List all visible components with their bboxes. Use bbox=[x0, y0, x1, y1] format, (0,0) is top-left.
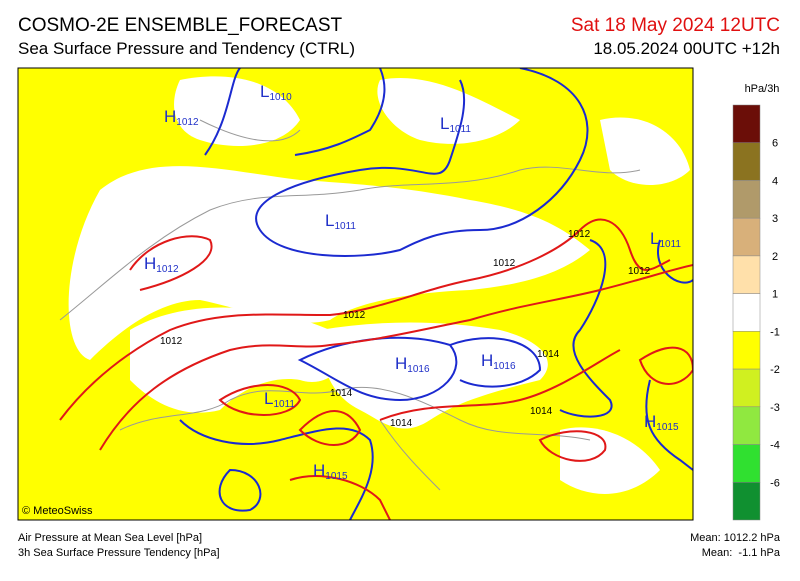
isobar-label: 1012 bbox=[343, 310, 366, 321]
title: COSMO-2E ENSEMBLE_FORECAST bbox=[18, 15, 343, 36]
pressure-center: L1011 bbox=[440, 114, 471, 135]
colorbar-swatch bbox=[732, 180, 761, 219]
pressure-center: L1011 bbox=[325, 211, 356, 232]
pressure-center: H1015 bbox=[644, 412, 679, 433]
isobar-label: 1012 bbox=[160, 336, 183, 347]
colorbar-swatch bbox=[732, 482, 761, 521]
pressure-center: L1011 bbox=[264, 389, 295, 410]
colorbar-swatch bbox=[732, 368, 761, 408]
colorbar-label: -4 bbox=[770, 440, 780, 452]
pressure-center: H1012 bbox=[164, 107, 199, 128]
pressure-center: H1015 bbox=[313, 461, 348, 482]
colorbar: hPa/3h 6 4 3 2 1 -1 -2 -3 -4 -6 bbox=[732, 83, 780, 521]
pressure-center: H1012 bbox=[144, 254, 179, 275]
colorbar-label: 2 bbox=[772, 251, 778, 263]
colorbar-label: -6 bbox=[770, 477, 780, 489]
colorbar-swatch bbox=[732, 255, 761, 294]
colorbar-label: -3 bbox=[770, 402, 780, 414]
footer-line: Air Pressure at Mean Sea Level [hPa] bbox=[18, 532, 202, 544]
copyright: © MeteoSwiss bbox=[22, 505, 93, 517]
pressure-center: L1010 bbox=[260, 82, 292, 103]
subtitle: Sea Surface Pressure and Tendency (CTRL) bbox=[18, 39, 355, 58]
isobar-label: 1014 bbox=[330, 388, 353, 399]
run-time: 18.05.2024 00UTC +12h bbox=[593, 39, 780, 58]
footer-mean: Mean: -1.1 hPa bbox=[702, 547, 781, 559]
isobar-label: 1012 bbox=[628, 266, 651, 277]
footer-mean: Mean: 1012.2 hPa bbox=[690, 532, 781, 544]
map bbox=[17, 67, 694, 521]
footer-line: 3h Sea Surface Pressure Tendency [hPa] bbox=[18, 547, 220, 559]
colorbar-swatch bbox=[732, 142, 761, 181]
map-labels: L1010 H1012 L1011 L1011 L1011 H1012 H101… bbox=[144, 82, 681, 482]
valid-time: Sat 18 May 2024 12UTC bbox=[571, 15, 780, 36]
colorbar-label: 3 bbox=[772, 213, 778, 225]
colorbar-swatch bbox=[732, 444, 761, 483]
colorbar-swatch bbox=[732, 217, 761, 257]
colorbar-label: 4 bbox=[772, 175, 778, 187]
isobar-label: 1012 bbox=[568, 229, 591, 240]
pressure-center: L1011 bbox=[650, 229, 681, 250]
pressure-center: H1016 bbox=[395, 354, 430, 375]
isobar-label: 1012 bbox=[493, 258, 516, 269]
isobar-label: 1014 bbox=[530, 406, 553, 417]
colorbar-label: -2 bbox=[770, 364, 780, 376]
colorbar-label: 1 bbox=[772, 289, 778, 301]
colorbar-swatch bbox=[732, 293, 761, 332]
colorbar-unit: hPa/3h bbox=[745, 83, 780, 95]
colorbar-label: 6 bbox=[772, 138, 778, 150]
isobar-label: 1014 bbox=[537, 349, 560, 360]
colorbar-label: -1 bbox=[770, 326, 780, 338]
pressure-center: H1016 bbox=[481, 351, 516, 372]
colorbar-swatch bbox=[732, 104, 761, 143]
colorbar-swatch bbox=[732, 331, 761, 370]
isobar-label: 1014 bbox=[390, 418, 413, 429]
colorbar-swatch bbox=[732, 406, 761, 445]
